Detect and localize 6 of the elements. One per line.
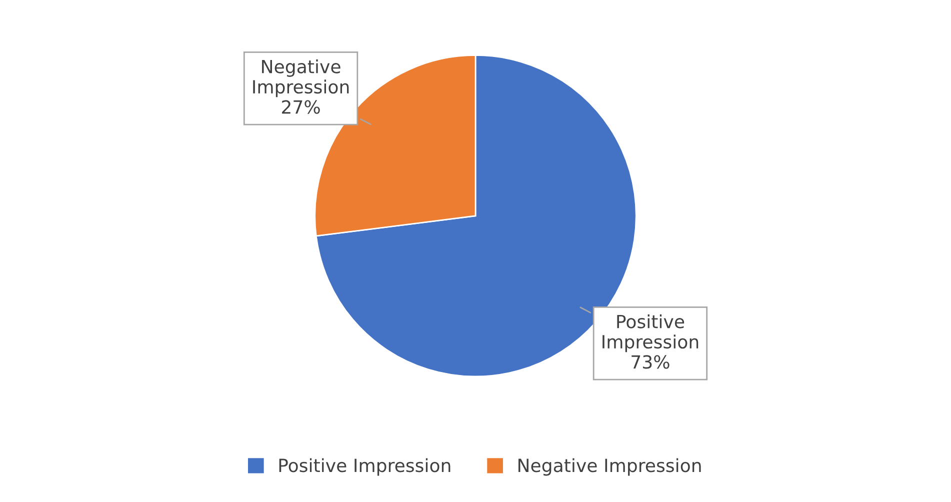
legend-label: Negative Impression xyxy=(518,458,701,476)
legend-label: Positive Impression xyxy=(279,458,450,476)
slice-label: Positive Impression xyxy=(602,314,698,352)
data-label: 73% xyxy=(632,355,670,369)
slice-label: Negative Impression xyxy=(253,59,349,98)
data-label: 27% xyxy=(282,100,320,114)
